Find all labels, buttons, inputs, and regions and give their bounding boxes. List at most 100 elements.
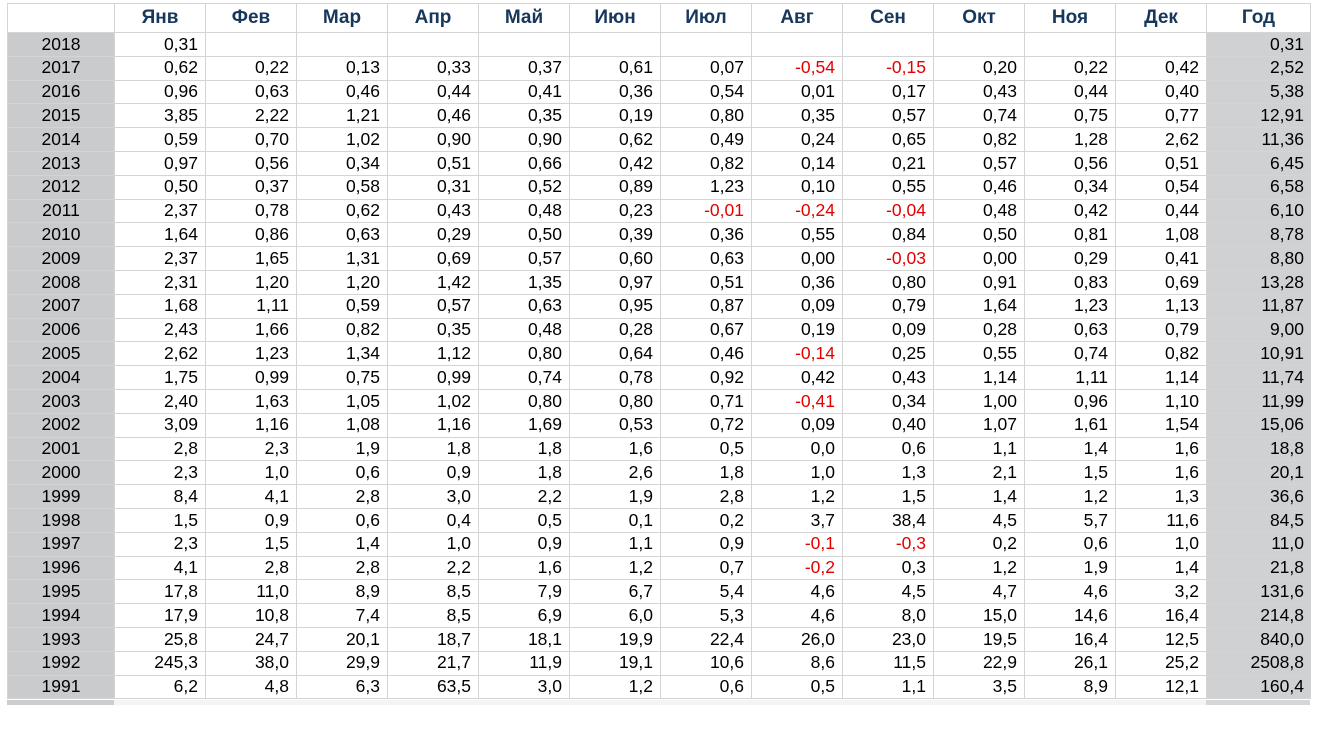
month-value-cell: 0,51 xyxy=(387,150,479,176)
month-value-cell: 0,19 xyxy=(569,103,661,129)
year-total-cell: 13,28 xyxy=(1206,269,1311,295)
table-row: 2005 2,62 1,23 1,34 1,12 0,80 0,64 0,46 -0,14 0,2… xyxy=(7,341,1311,367)
table-row: 1996 4,1 2,8 2,8 2,2 1,6 1,2 0,7 -0,2 0,3 1,2 1,9 1,… xyxy=(7,555,1311,581)
table-row: 2013 0,97 0,56 0,34 0,51 0,66 0,42 0,82 0,14 0,21… xyxy=(7,150,1311,176)
month-value-cell: 1,10 xyxy=(1115,388,1207,414)
month-value-cell: 0,80 xyxy=(478,388,570,414)
year-total-cell: 6,10 xyxy=(1206,198,1311,224)
month-value-cell: 0,6 xyxy=(842,436,934,462)
row-year-header: 1999 xyxy=(7,484,115,509)
month-value-cell: 0,80 xyxy=(842,269,934,295)
table-row: 2003 2,40 1,63 1,05 1,02 0,80 0,80 0,71 -0,41 0,3… xyxy=(7,388,1311,414)
year-total-cell: 8,80 xyxy=(1206,246,1311,271)
row-year-header: 2018 xyxy=(7,32,115,57)
month-value-cell: 2,6 xyxy=(569,460,661,486)
month-value-cell: 0,20 xyxy=(933,55,1025,81)
month-value-cell: 2,8 xyxy=(296,484,388,509)
month-column-header: Авг xyxy=(751,3,843,33)
month-value-cell: 1,2 xyxy=(933,555,1025,581)
year-total-cell: 214,8 xyxy=(1206,603,1311,628)
month-value-cell: 1,9 xyxy=(296,436,388,462)
month-column-header: Сен xyxy=(842,3,934,33)
month-value-cell: 0,21 xyxy=(842,150,934,176)
month-value-cell: 0,41 xyxy=(478,79,570,105)
month-value-cell xyxy=(660,32,752,57)
month-value-cell: 1,14 xyxy=(1115,365,1207,390)
row-year-header: 2014 xyxy=(7,127,115,152)
year-total-cell: 160,4 xyxy=(1206,674,1311,700)
corner-header-cell xyxy=(7,3,115,33)
year-total-cell: 11,0 xyxy=(1206,531,1311,557)
month-value-cell: 1,16 xyxy=(205,412,297,438)
row-year-header: 2013 xyxy=(7,150,115,176)
month-value-cell: 1,12 xyxy=(387,341,479,367)
month-value-cell: 0,42 xyxy=(569,150,661,176)
month-value-cell: 1,11 xyxy=(1024,365,1116,390)
month-value-cell: 2,1 xyxy=(933,460,1025,486)
month-value-cell: 18,7 xyxy=(387,626,479,652)
month-value-cell: 1,2 xyxy=(751,484,843,509)
month-value-cell: 0,96 xyxy=(114,79,206,105)
month-value-cell xyxy=(569,32,661,57)
month-value-cell: 6,3 xyxy=(296,674,388,700)
month-value-cell: 1,11 xyxy=(205,293,297,319)
table-row: 1999 8,4 4,1 2,8 3,0 2,2 1,9 2,8 1,2 1,5 1,4 1,2 1,3… xyxy=(7,484,1311,509)
row-year-header: 1998 xyxy=(7,507,115,533)
month-column-header: Фев xyxy=(205,3,297,33)
month-value-cell: 6,0 xyxy=(569,603,661,628)
month-value-cell: 0,62 xyxy=(114,55,206,81)
month-value-cell: 0,87 xyxy=(660,293,752,319)
row-year-header: 2015 xyxy=(7,103,115,129)
year-total-cell: 840,0 xyxy=(1206,626,1311,652)
month-value-cell: 11,5 xyxy=(842,650,934,676)
month-value-cell: 0,46 xyxy=(660,341,752,367)
month-value-cell: 8,5 xyxy=(387,603,479,628)
month-value-cell: 1,5 xyxy=(842,484,934,509)
month-value-cell: 0,41 xyxy=(1115,246,1207,271)
month-value-cell: -0,14 xyxy=(751,341,843,367)
month-value-cell: 2,22 xyxy=(205,103,297,129)
month-value-cell: 11,6 xyxy=(1115,507,1207,533)
year-total-cell: 8,78 xyxy=(1206,222,1311,248)
month-value-cell: 1,20 xyxy=(205,269,297,295)
month-value-cell: 1,05 xyxy=(296,388,388,414)
month-value-cell: 1,4 xyxy=(933,484,1025,509)
table-row: 2016 0,96 0,63 0,46 0,44 0,41 0,36 0,54 0,01 0,17… xyxy=(7,79,1311,105)
month-value-cell: 0,35 xyxy=(751,103,843,129)
month-value-cell xyxy=(478,32,570,57)
month-value-cell: 2,2 xyxy=(387,555,479,581)
month-column-header: Окт xyxy=(933,3,1025,33)
month-value-cell: 1,8 xyxy=(387,436,479,462)
month-value-cell: 0,43 xyxy=(933,79,1025,105)
month-value-cell: 4,8 xyxy=(205,674,297,700)
month-value-cell: 1,54 xyxy=(1115,412,1207,438)
month-value-cell: 6,7 xyxy=(569,579,661,605)
year-total-cell: 2508,8 xyxy=(1206,650,1311,676)
month-value-cell: 1,2 xyxy=(1024,484,1116,509)
row-year-header: 2006 xyxy=(7,317,115,343)
year-total-cell: 10,91 xyxy=(1206,341,1311,367)
month-value-cell: 1,34 xyxy=(296,341,388,367)
month-value-cell: 8,9 xyxy=(296,579,388,605)
month-value-cell: 1,23 xyxy=(1024,293,1116,319)
month-value-cell: 1,6 xyxy=(478,555,570,581)
month-value-cell: 4,5 xyxy=(842,579,934,605)
month-value-cell: 0,2 xyxy=(933,531,1025,557)
month-value-cell: 0,29 xyxy=(387,222,479,248)
month-value-cell: -0,15 xyxy=(842,55,934,81)
year-total-cell: 9,00 xyxy=(1206,317,1311,343)
month-value-cell: 17,9 xyxy=(114,603,206,628)
month-value-cell: 0,65 xyxy=(842,127,934,152)
month-value-cell: 0,19 xyxy=(751,317,843,343)
month-value-cell: 1,13 xyxy=(1115,293,1207,319)
month-value-cell: 1,5 xyxy=(1024,460,1116,486)
month-value-cell: 8,4 xyxy=(114,484,206,509)
month-value-cell: 1,20 xyxy=(296,269,388,295)
month-value-cell: -0,01 xyxy=(660,198,752,224)
row-year-header: 2001 xyxy=(7,436,115,462)
month-value-cell: 0,50 xyxy=(114,174,206,200)
month-value-cell: 0,48 xyxy=(478,317,570,343)
month-value-cell: 38,0 xyxy=(205,650,297,676)
table-row: 1992 245,3 38,0 29,9 21,7 11,9 19,1 10,6 8,6 11,5… xyxy=(7,650,1311,676)
year-total-cell: 131,6 xyxy=(1206,579,1311,605)
